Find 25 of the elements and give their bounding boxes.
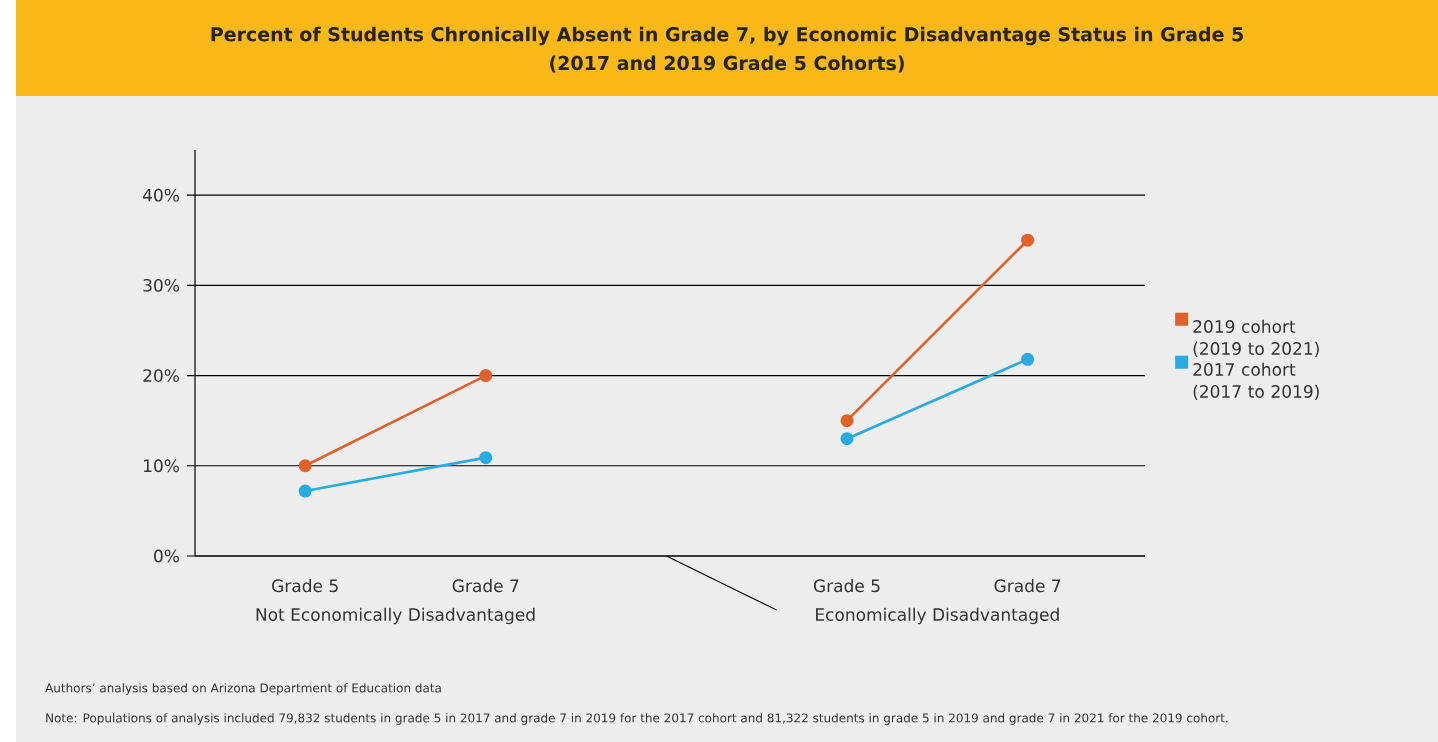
y-tick-label: 40% <box>142 188 179 202</box>
chart-subtitle: (2017 and 2019 Grade 5 Cohorts) <box>550 55 904 73</box>
y-tick-label: 30% <box>143 278 179 292</box>
point <box>840 414 854 428</box>
text: Economically Disadvantaged <box>816 607 1059 625</box>
y-tick-label: 10% <box>144 459 179 473</box>
text: Not Economically Disadvantaged <box>256 607 535 625</box>
point <box>479 451 493 465</box>
x-tick-label: Grade 5 <box>813 579 880 593</box>
text: Note: Populations of analysis included 79,832 students in grade 5 in 2017 and grade 7 in 2019 for the 2017 cohort and 81,322 students in grade 5 in 2019 and grade 7 in 2021 for the 2019 cohort. <box>46 713 1228 725</box>
legend-label: 2017 cohort (2017 to 2019) <box>1193 362 1319 400</box>
x-tick-label: Grade 7 <box>994 579 1061 593</box>
x-tick-label: Grade 5 <box>272 579 338 593</box>
y-tick-label: 20% <box>143 369 179 382</box>
point <box>840 432 854 446</box>
point <box>1021 233 1035 247</box>
point <box>1021 352 1035 366</box>
chart-title: Percent of Students Chronically Absent in Grade 7, by Economic Disadvantage Status in Grade 5 <box>211 26 1243 46</box>
point <box>479 369 493 383</box>
legend-label: 2019 cohort (2019 to 2021) <box>1193 319 1319 357</box>
y-tick-label: 0% <box>154 549 179 563</box>
point <box>298 484 312 498</box>
point <box>298 459 312 473</box>
text: Authors’ analysis based on Arizona Department of Education data <box>45 683 441 695</box>
x-tick-label: Grade 7 <box>452 579 519 593</box>
